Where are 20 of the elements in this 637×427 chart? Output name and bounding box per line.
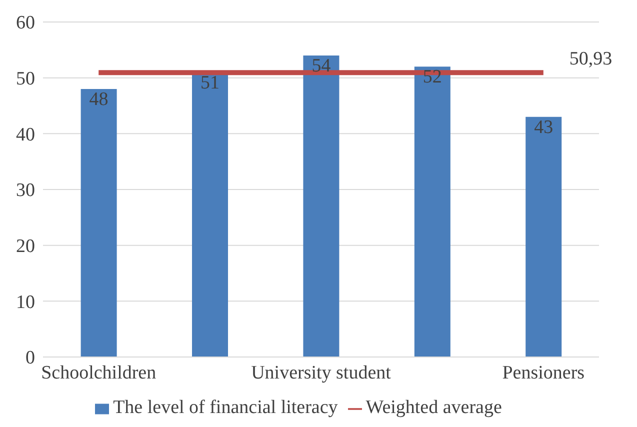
data-label: 51 bbox=[200, 72, 220, 94]
bar bbox=[303, 56, 340, 357]
x-tick-label: Pensioners bbox=[502, 362, 585, 384]
y-tick-label: 60 bbox=[16, 12, 35, 34]
y-tick-label: 50 bbox=[16, 68, 35, 90]
legend-label: Weighted average bbox=[366, 397, 502, 418]
y-tick-label: 40 bbox=[16, 124, 35, 146]
bar bbox=[526, 116, 562, 357]
x-tick-label: University student bbox=[251, 362, 392, 384]
data-label: 50,93 bbox=[569, 48, 612, 70]
y-tick-label: 10 bbox=[16, 292, 35, 313]
y-tick-label: 0 bbox=[26, 348, 35, 369]
data-label: 43 bbox=[534, 116, 554, 138]
legend-label: The level of financial literacy bbox=[113, 397, 338, 418]
data-label: 48 bbox=[89, 89, 108, 110]
x-tick-label: Schoolchildren bbox=[41, 362, 157, 384]
y-tick-label: 20 bbox=[16, 236, 35, 258]
y-tick-label: 30 bbox=[16, 180, 35, 202]
bar bbox=[80, 89, 117, 357]
bar bbox=[414, 66, 450, 357]
